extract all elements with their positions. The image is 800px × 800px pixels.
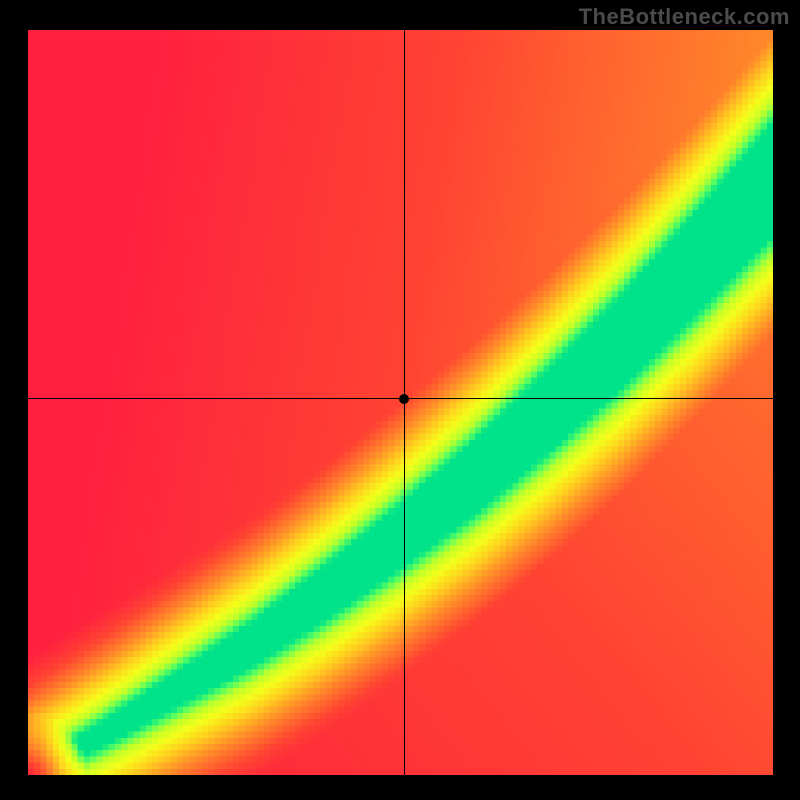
- chart-container: TheBottleneck.com: [0, 0, 800, 800]
- attribution-text: TheBottleneck.com: [579, 4, 790, 30]
- crosshair-marker: [399, 394, 409, 404]
